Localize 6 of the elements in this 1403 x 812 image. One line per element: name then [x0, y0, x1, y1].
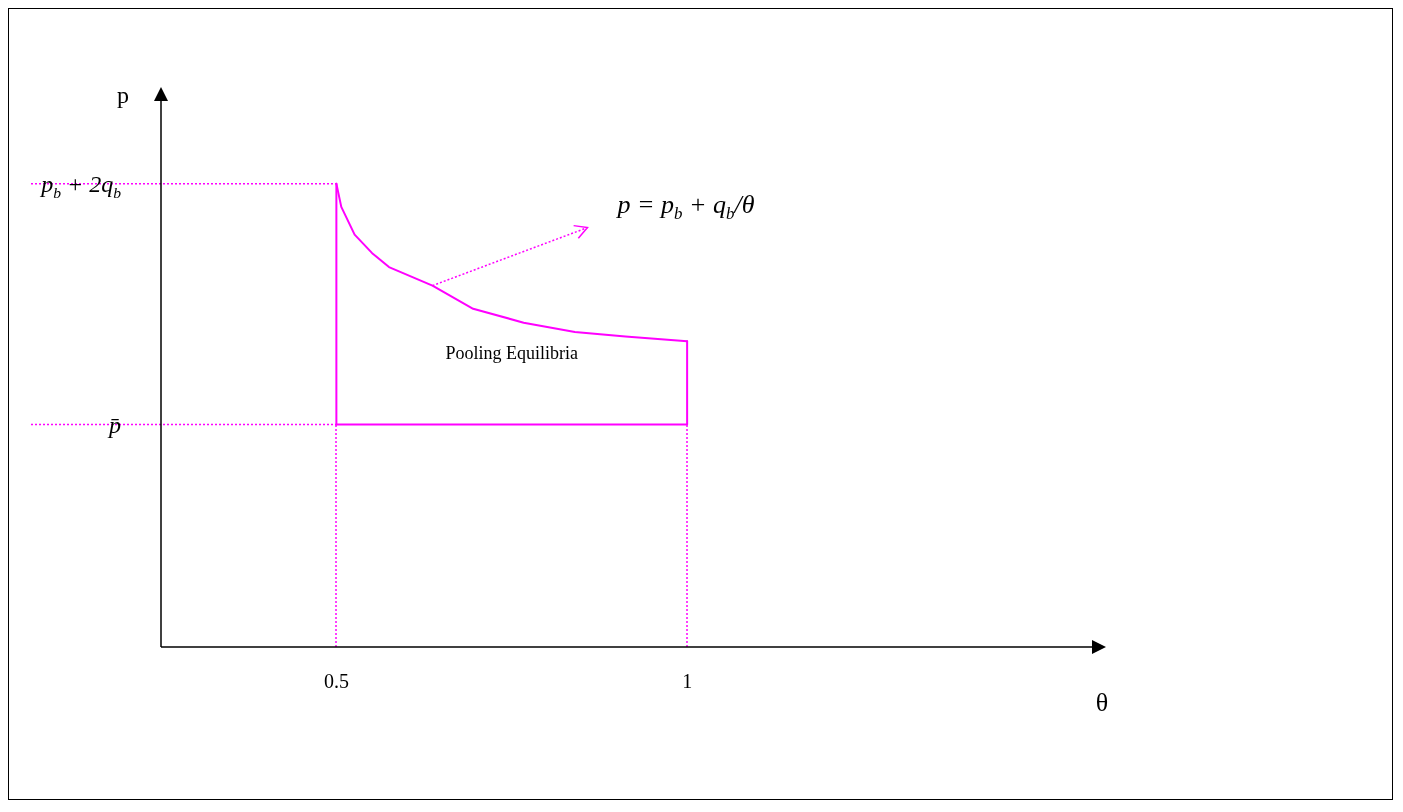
x-tick-label: 1: [682, 670, 693, 693]
annotation: Pooling Equilibria: [445, 342, 579, 363]
x-tick-label: 0.5: [323, 670, 349, 693]
ref-line-label: p̄: [107, 411, 121, 438]
x-axis-title: θ: [1095, 688, 1109, 717]
y-axis-title: p: [117, 82, 129, 108]
